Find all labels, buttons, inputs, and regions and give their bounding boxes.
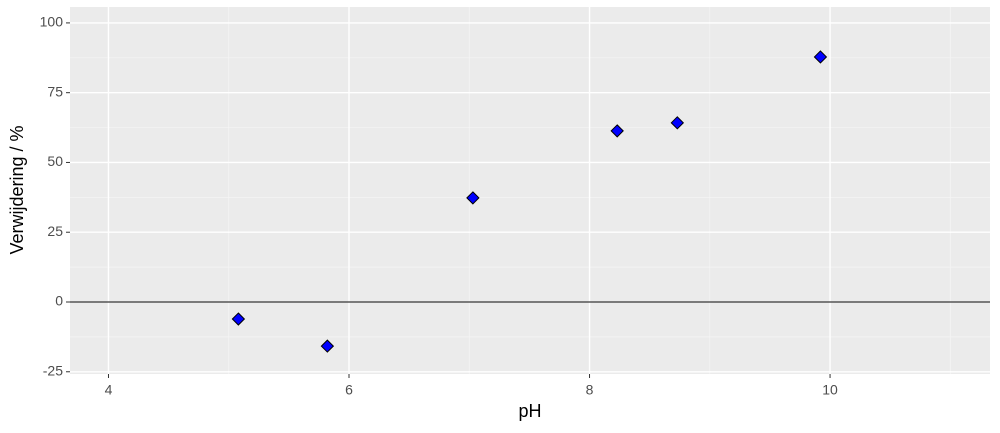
y-tick-label: -25 <box>43 362 63 378</box>
y-tick-label: 100 <box>40 14 64 30</box>
x-tick-label: 4 <box>105 382 113 398</box>
point <box>231 312 246 326</box>
point <box>813 50 828 64</box>
x-tick-label: 6 <box>345 382 353 398</box>
y-tick-label: 25 <box>47 223 63 239</box>
point <box>670 116 685 130</box>
marks <box>70 50 990 353</box>
x-tick-label: 10 <box>822 382 838 398</box>
point <box>320 339 335 353</box>
y-tick-label: 75 <box>47 83 63 99</box>
y-tick-label: 50 <box>47 153 63 169</box>
x-tick-label: 8 <box>586 382 594 398</box>
y-axis-title: Verwijdering / % <box>7 125 27 254</box>
point <box>466 191 480 205</box>
x-axis-title: pH <box>518 401 541 421</box>
panel <box>70 7 990 374</box>
point <box>610 124 624 138</box>
y-tick-label: 0 <box>55 293 63 309</box>
grid <box>70 7 990 374</box>
